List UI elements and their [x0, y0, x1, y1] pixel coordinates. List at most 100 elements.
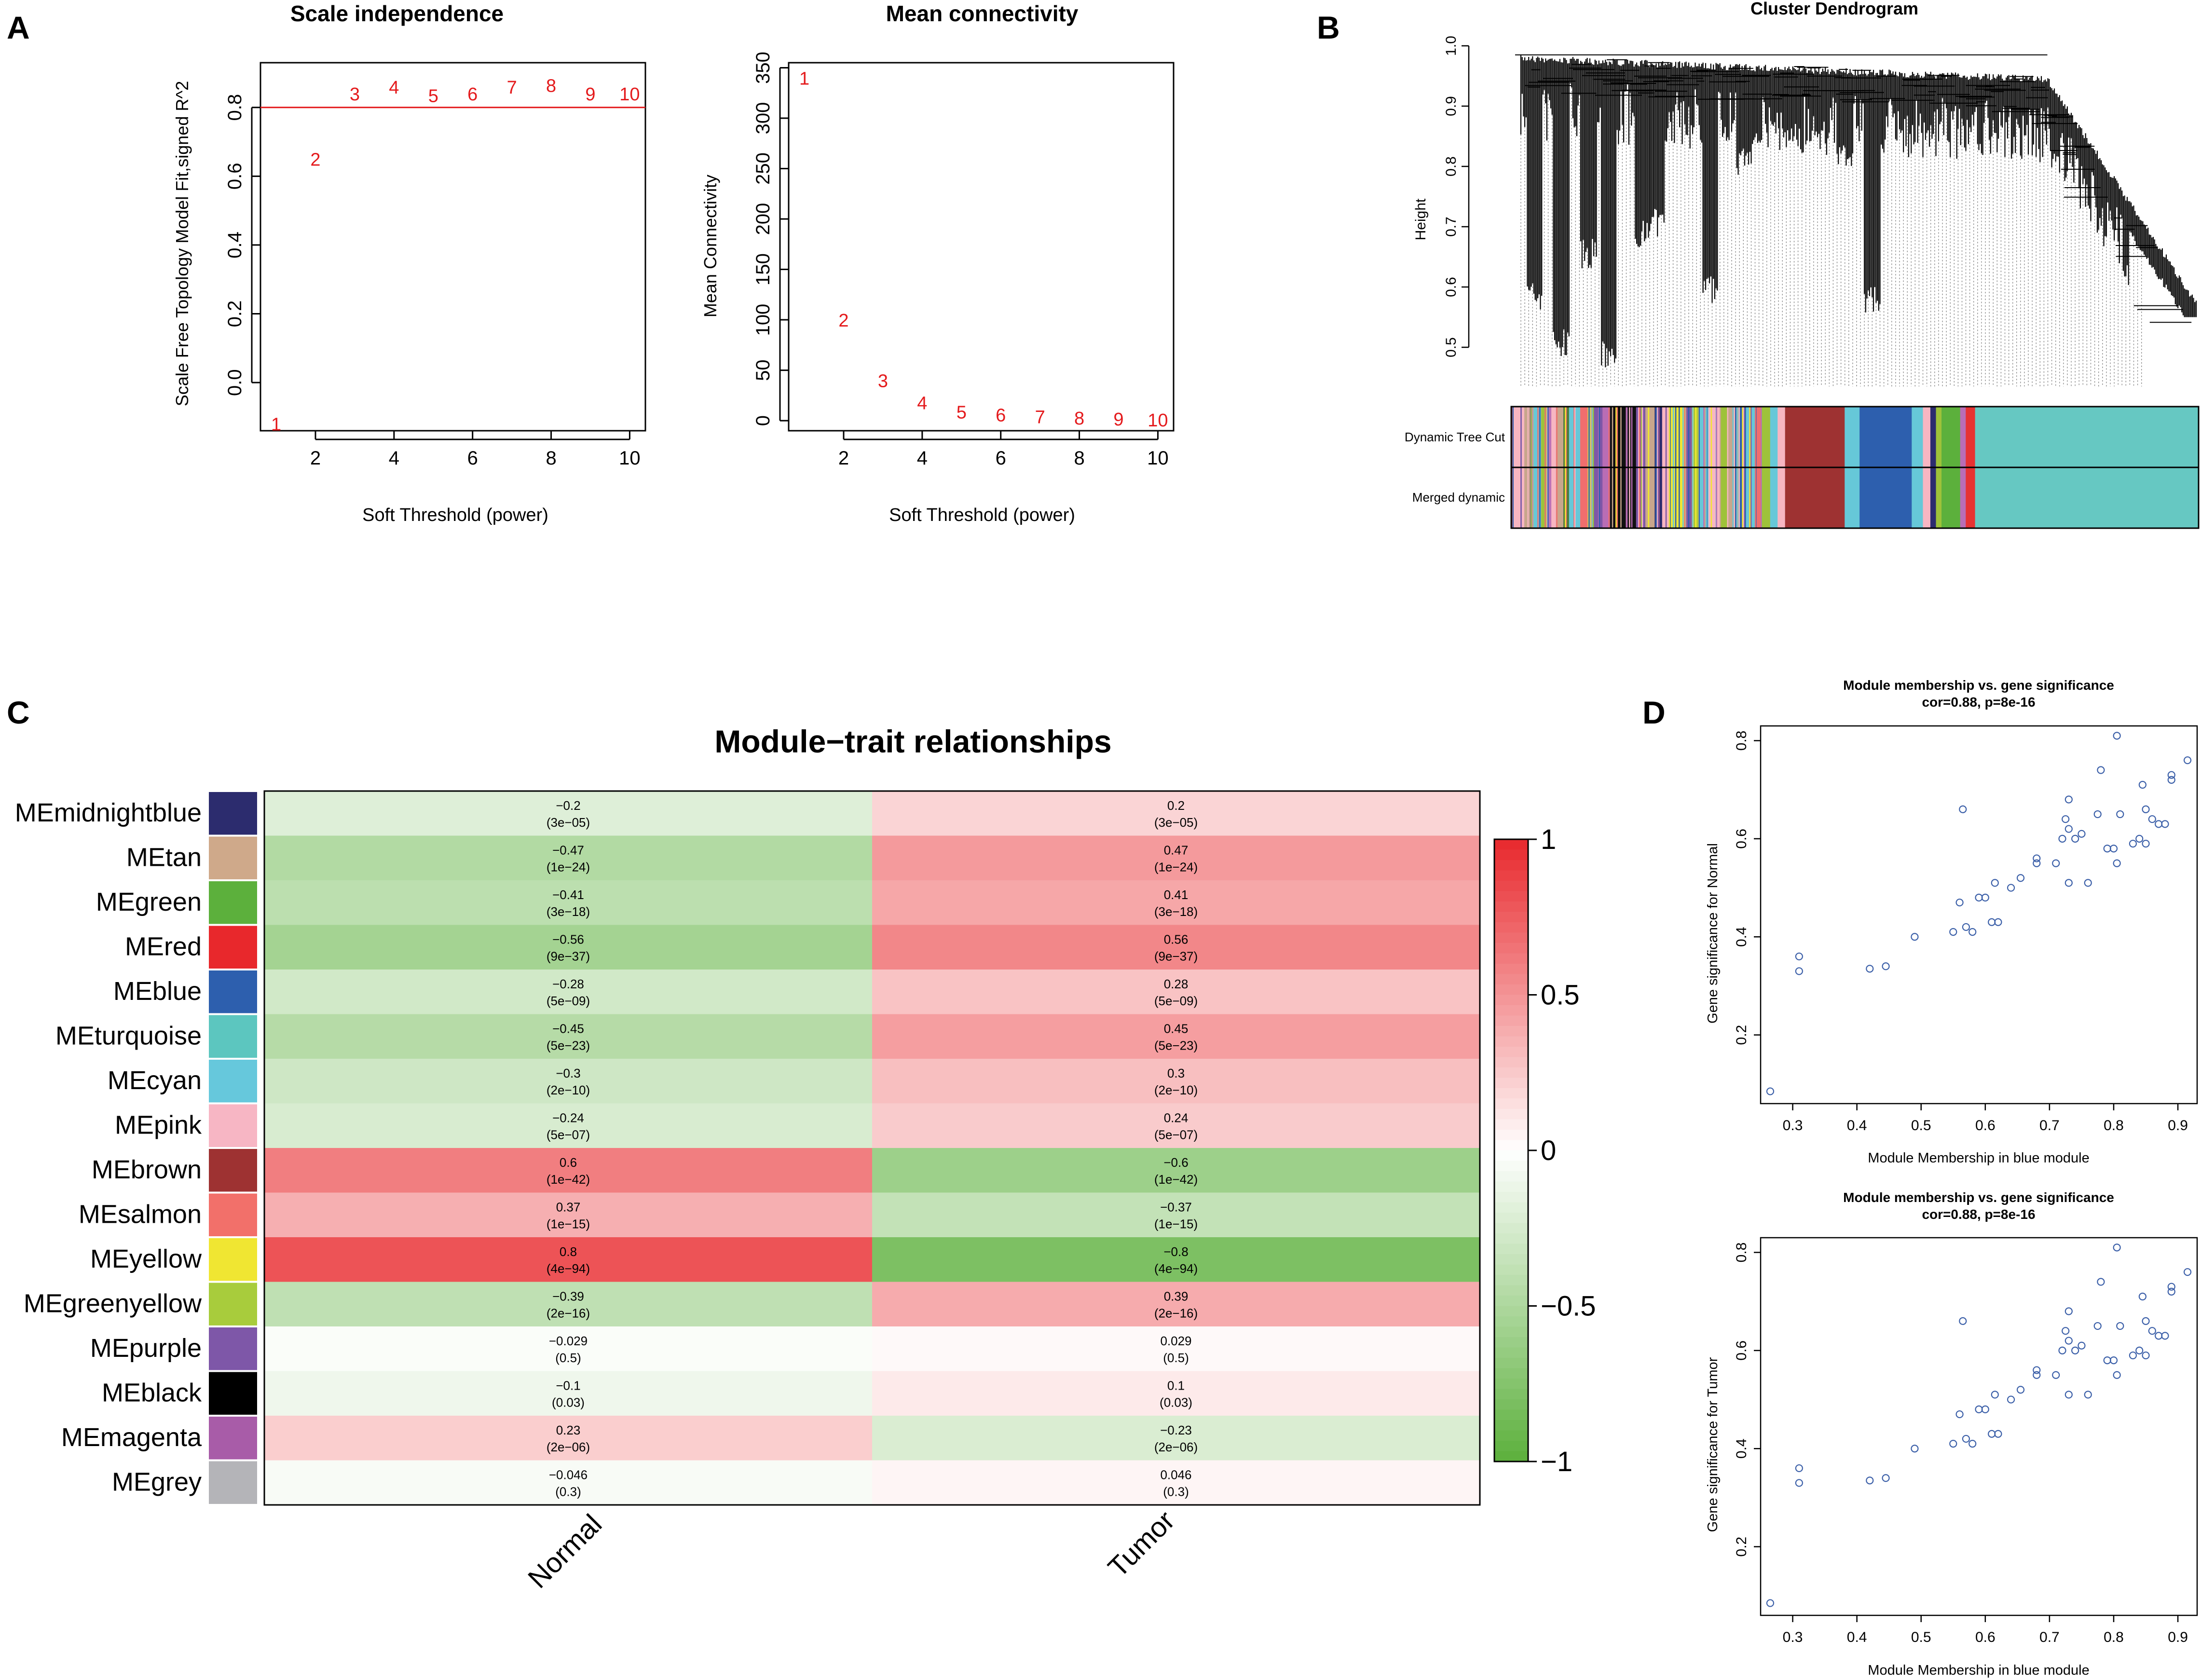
colorbar-step: [1494, 1036, 1528, 1047]
y-tick-label: 150: [752, 253, 774, 286]
heatmap-cell: [872, 835, 1480, 881]
heatmap-cell: [264, 1014, 873, 1059]
module-swatch: [209, 1104, 257, 1147]
colorbar-step: [1494, 1233, 1528, 1244]
data-point: [2129, 839, 2137, 848]
data-point: [2142, 1351, 2150, 1360]
x-tick-label: 0.9: [2168, 1118, 2188, 1134]
colorbar-step: [1494, 1047, 1528, 1058]
cluster-dendrogram: Cluster Dendrogram 0.5 0.6 0.7 0.8 0.9 1.0 He…: [1405, 0, 2200, 529]
data-point: [2052, 859, 2060, 867]
heatmap-cell: [872, 970, 1480, 1014]
heatmap-cell: [264, 1148, 873, 1193]
scale-plot-xlabel: Soft Threshold (power): [362, 505, 548, 525]
data-point: [1962, 1434, 1970, 1443]
colorbar-step: [1494, 922, 1528, 933]
heatmap-cell-pvalue: (5e−09): [1154, 994, 1198, 1008]
heatmap-cell-value: 0.28: [1164, 977, 1189, 991]
data-point: [2113, 1243, 2121, 1252]
data-point: [2142, 839, 2150, 848]
heatmap-cell: [872, 1059, 1480, 1104]
data-point: [2064, 1307, 2073, 1315]
heatmap-cell-value: −0.24: [552, 1110, 584, 1125]
data-point: [1911, 933, 1919, 941]
colorbar-step: [1494, 1213, 1528, 1224]
heatmap-cell-pvalue: (0.5): [1163, 1351, 1189, 1365]
heatmap-cell-value: 0.8: [560, 1244, 577, 1259]
data-point: [1975, 893, 1983, 902]
heatmap-cell-value: −0.6: [1163, 1155, 1188, 1170]
data-point: [2161, 1332, 2169, 1340]
data-point: [2167, 771, 2175, 779]
dendrogram-title: Cluster Dendrogram: [1750, 0, 1918, 18]
mm-tumor-title: Module membership vs. gene significance: [1843, 1190, 2114, 1205]
data-point: [2093, 1322, 2102, 1330]
x-tick-label: 10: [619, 448, 641, 469]
module-swatch: [209, 1193, 257, 1236]
colorbar-tick-label: −1: [1541, 1446, 1572, 1477]
data-point: [1991, 1391, 1999, 1399]
heatmap-cell-value: 0.23: [556, 1423, 581, 1437]
colorbar-step: [1494, 1119, 1528, 1130]
colorbar-step: [1494, 870, 1528, 881]
data-point: [2033, 1371, 2041, 1379]
heatmap-cell-value: −0.37: [1160, 1200, 1192, 1214]
scale-plot-frame: [260, 62, 646, 432]
y-tick-label: 0.4: [1734, 1438, 1750, 1459]
conn-plot-xlabel: Soft Threshold (power): [889, 505, 1075, 525]
data-point: [1949, 928, 1957, 936]
module-trait-heatmap: Module−trait relationships −0.2 (3e−05) 0.…: [15, 724, 1596, 1594]
y-tick-label: 0.2: [224, 300, 246, 328]
heatmap-col-normal: Normal: [522, 1508, 608, 1594]
y-tick-label: 350: [752, 52, 774, 84]
heatmap-cell-value: 0.1: [1167, 1378, 1185, 1393]
heatmap-cell-value: 0.029: [1160, 1334, 1191, 1348]
y-tick-label: 0: [752, 415, 774, 426]
heatmap-cell-pvalue: (0.5): [555, 1351, 581, 1365]
data-point: [1866, 1476, 1874, 1485]
colorbar-step: [1494, 1358, 1528, 1369]
data-point: [1866, 965, 1874, 973]
heatmap-cell-value: −0.39: [552, 1289, 584, 1303]
x-tick-label: 2: [310, 448, 321, 469]
x-tick-label: 0.7: [2039, 1629, 2060, 1645]
data-point: [2064, 1391, 2073, 1399]
module-row-label: MEgrey: [112, 1467, 202, 1496]
data-point: [1969, 928, 1977, 936]
power-point-label: 7: [1035, 408, 1045, 428]
heatmap-cell-pvalue: (5e−09): [547, 994, 590, 1008]
scale-plot-ylabel: Scale Free Topology Model Fit,signed R^2: [172, 81, 192, 407]
dendrogram-leaf-guides: [1520, 87, 2142, 387]
module-swatch: [209, 1238, 257, 1281]
heatmap-cell-pvalue: (3e−18): [1154, 904, 1198, 919]
heatmap-cell-pvalue: (2e−16): [1154, 1306, 1198, 1321]
data-point: [2167, 1287, 2175, 1296]
data-point: [2155, 1332, 2163, 1340]
module-row-label: MEmagenta: [61, 1423, 202, 1452]
scale-plot-title: Scale independence: [290, 1, 504, 26]
mm-tumor-xlabel: Module Membership in blue module: [1868, 1663, 2089, 1678]
power-point-label: 8: [546, 76, 556, 96]
data-point: [2033, 859, 2041, 867]
y-tick-label: 0.8: [1734, 731, 1750, 751]
heatmap-cell-value: 0.6: [560, 1155, 577, 1170]
colorbar-step: [1494, 1015, 1528, 1026]
heatmap-cell: [264, 1460, 873, 1505]
x-tick-label: 0.9: [2168, 1629, 2188, 1645]
dendrogram-row-label-2: Merged dynamic: [1412, 490, 1505, 505]
data-point: [2138, 780, 2146, 789]
heatmap-cell-pvalue: (0.03): [552, 1395, 585, 1410]
heatmap-cell: [264, 1059, 873, 1104]
data-point: [2113, 732, 2121, 740]
heatmap-cell: [872, 1282, 1480, 1327]
heatmap-cell-pvalue: (5e−23): [547, 1038, 590, 1053]
heatmap-cell-pvalue: (2e−16): [547, 1306, 590, 1321]
colorbar-step: [1494, 1399, 1528, 1410]
power-point-label: 2: [310, 150, 320, 170]
data-point: [2161, 820, 2169, 828]
y-tick-label: 200: [752, 203, 774, 235]
x-tick-label: 0.5: [1911, 1629, 1931, 1645]
data-point: [1969, 1439, 1977, 1448]
colorbar-step: [1494, 1171, 1528, 1182]
